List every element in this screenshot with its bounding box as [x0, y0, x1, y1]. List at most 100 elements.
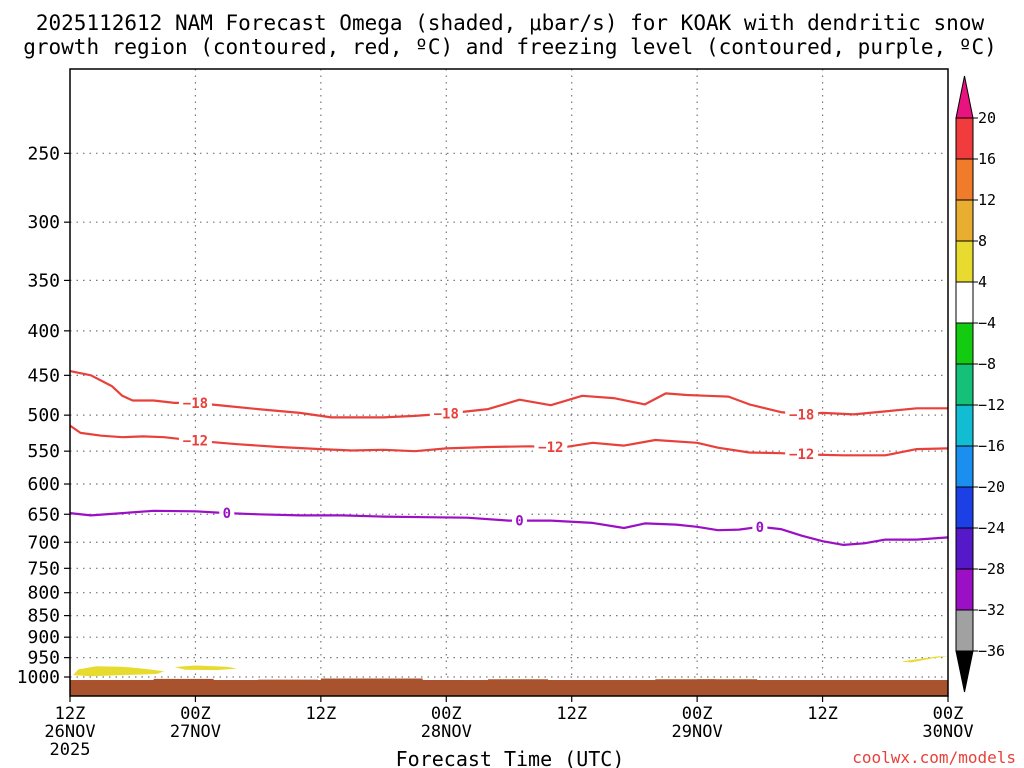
y-tick-label-600: 600	[27, 474, 60, 495]
grid-lines	[70, 69, 948, 696]
plot-area: −18 −18 −18 −12 −12 −12 0 0 0	[69, 68, 949, 697]
x-tick-label-24-0: 12Z	[305, 704, 336, 724]
colorbar-top-arrow	[955, 75, 974, 119]
y-tick-label-750: 750	[27, 558, 60, 579]
y-tick-label-550: 550	[27, 441, 60, 462]
colorbar-swatch-5	[955, 281, 974, 324]
y-tick-label-500: 500	[27, 405, 60, 426]
contour-label--12-0: −12	[183, 434, 208, 450]
ground-bump-3	[362, 678, 423, 682]
colorbar-swatch-8	[955, 404, 974, 447]
contour-label--18-0: −18	[183, 396, 208, 412]
contour-label-bg-0-0	[219, 505, 235, 522]
colorbar-swatch-11	[955, 527, 974, 570]
x-axis-label: Forecast Time (UTC)	[396, 747, 625, 768]
x-tick-label-84-1: 30NOV	[922, 722, 973, 742]
contour-label--18-1: −18	[434, 407, 459, 423]
y-tick-label-450: 450	[27, 365, 60, 386]
chart-title-line-1: 2025112612 NAM Forecast Omega (shaded, μ…	[36, 11, 985, 35]
contour-label--12-2: −12	[789, 447, 814, 463]
x-tick-label-60-0: 00Z	[682, 704, 713, 724]
colorbar-label-4: 4	[978, 273, 987, 291]
y-tick-label-700: 700	[27, 532, 60, 553]
y-tick-label-400: 400	[27, 321, 60, 342]
y-tick-label-950: 950	[27, 648, 60, 669]
x-tick-label-48-0: 12Z	[556, 704, 587, 724]
x-tick-label-36-1: 28NOV	[421, 722, 472, 742]
colorbar-swatch-6	[955, 322, 974, 365]
y-tick-label-350: 350	[27, 270, 60, 291]
contour-label-bg--18-0	[178, 394, 212, 411]
contour-label-0-1: 0	[515, 514, 523, 530]
y-tick-label-300: 300	[27, 212, 60, 233]
x-tick-label-0-1: 26NOV	[44, 722, 95, 742]
colorbar-swatch-7	[955, 363, 974, 406]
contour-label-bg--18-2	[785, 406, 819, 423]
contour-label-bg--18-1	[429, 405, 463, 422]
contour-label--18-2: −18	[789, 407, 814, 423]
y-tick-label-1000: 1000	[17, 667, 60, 688]
colorbar-swatch-3	[955, 199, 974, 242]
colorbar-swatch-10	[955, 486, 974, 529]
contour-label-bg-0-1	[511, 512, 527, 529]
colorbar-label-2: 12	[978, 191, 996, 209]
contour-label-bg--12-2	[785, 446, 819, 463]
colorbar-label-13: −36	[978, 642, 1005, 660]
credit-text: coolwx.com/models	[852, 748, 1016, 767]
omega-shade-1	[174, 665, 238, 671]
contour-label-bg-0-2	[752, 518, 768, 535]
y-tick-label-900: 900	[27, 627, 60, 648]
colorbar-label-5: −4	[978, 314, 996, 332]
ground-bump-0	[153, 678, 214, 682]
contour-label-0-0: 0	[223, 506, 231, 522]
x-tick-label-72-0: 12Z	[807, 704, 838, 724]
x-tick-label-84-0: 00Z	[933, 704, 964, 724]
chart-title: 2025112612 NAM Forecast Omega (shaded, μ…	[23, 11, 997, 59]
ground-bump-4	[404, 680, 465, 682]
contour-label-0-2: 0	[756, 520, 764, 536]
y-tick-label-650: 650	[27, 504, 60, 525]
y-axis: 2503003504004505005506006507007508008509…	[17, 143, 70, 688]
x-tick-label-12-0: 00Z	[180, 704, 211, 724]
colorbar-label-12: −32	[978, 601, 1005, 619]
ground-bump-2	[320, 678, 381, 682]
colorbar-swatch-9	[955, 445, 974, 488]
y-tick-label-850: 850	[27, 606, 60, 627]
x-tick-label-0-2: 2025	[50, 740, 91, 760]
x-tick-label-60-1: 29NOV	[672, 722, 723, 742]
ground-bump-1	[258, 679, 319, 682]
colorbar-bottom-arrow	[955, 650, 974, 693]
ground-bump-5	[488, 679, 549, 682]
colorbar-swatch-4	[955, 240, 974, 283]
colorbar-label-11: −28	[978, 560, 1005, 578]
shaded-regions	[70, 656, 948, 696]
omega-shade-2	[901, 656, 948, 663]
colorbar-label-3: 8	[978, 232, 987, 250]
y-tick-label-250: 250	[27, 143, 60, 164]
colorbar-label-7: −12	[978, 396, 1005, 414]
colorbar-label-8: −16	[978, 437, 1005, 455]
x-tick-label-12-1: 27NOV	[170, 722, 221, 742]
plot-frame	[69, 68, 949, 697]
colorbar-label-9: −20	[978, 478, 1005, 496]
colorbar-label-10: −24	[978, 519, 1005, 537]
contour-label-bg--12-1	[534, 439, 568, 456]
ground-region	[70, 680, 948, 696]
omega-shade-0	[73, 666, 165, 677]
contour-label--12-1: −12	[538, 440, 563, 456]
colorbar-swatch-12	[955, 568, 974, 611]
x-tick-label-36-0: 00Z	[431, 704, 462, 724]
ground-bump-7	[697, 679, 758, 682]
chart-title-line-2: growth region (contoured, red, ºC) and f…	[23, 35, 997, 59]
colorbar-label-1: 16	[978, 150, 996, 168]
contour-labels: −18 −18 −18 −12 −12 −12 0 0 0	[178, 394, 819, 536]
colorbar-swatch-13	[955, 609, 974, 652]
colorbar-swatch-2	[955, 158, 974, 201]
x-tick-label-0-0: 12Z	[55, 704, 86, 724]
ground-bump-6	[655, 679, 716, 682]
contour-label-bg--12-0	[178, 432, 212, 449]
colorbar: 20 16 12 8 4 −4 −8 −12 −16 −20 −24 −28 −32 −36	[955, 75, 1005, 693]
plot-background	[70, 69, 948, 696]
